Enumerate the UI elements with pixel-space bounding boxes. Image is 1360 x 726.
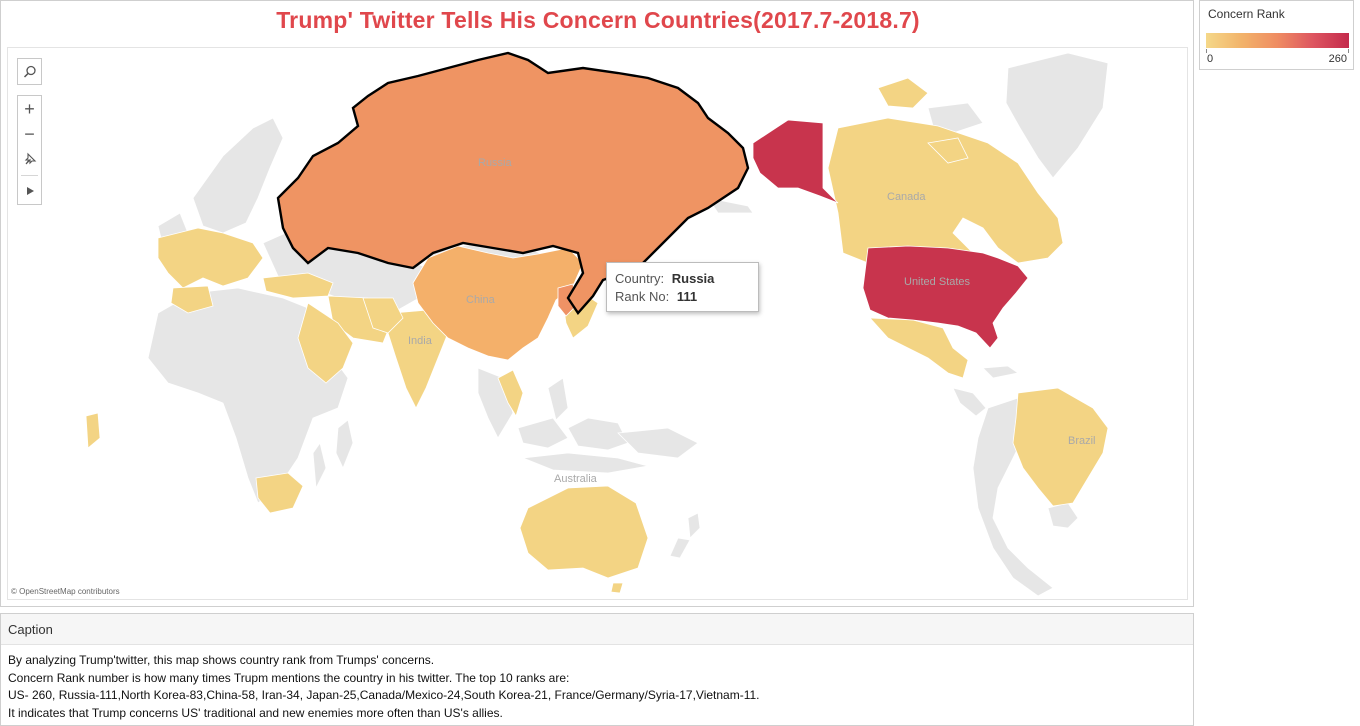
toolbar-divider (21, 175, 38, 176)
world-map[interactable]: Russia China India Australia Canada Unit… (8, 48, 1188, 600)
caption-line: Concern Rank number is how many times Tr… (8, 670, 570, 685)
country-united-states-alaska[interactable] (752, 119, 839, 204)
tooltip-country-value: Russia (671, 271, 715, 286)
label-brazil: Brazil (1068, 435, 1096, 447)
country-labels: Russia China India Australia Canada Unit… (408, 157, 1096, 485)
caption-line: By analyzing Trump'twitter, this map sho… (8, 653, 435, 667)
map-zoom-toolbar: + − (17, 95, 42, 205)
label-india: India (408, 335, 433, 347)
tooltip-rank-value: 111 (676, 289, 698, 304)
caption-panel: Caption By analyzing Trump'twitter, this… (0, 613, 1194, 726)
label-russia: Russia (478, 157, 513, 169)
zoom-out-button[interactable]: − (24, 123, 35, 144)
play-icon (26, 186, 34, 195)
country-russia[interactable] (276, 51, 750, 315)
tooltip-rank-row: Rank No: 111 (615, 289, 758, 307)
caption-body: By analyzing Trump'twitter, this map sho… (8, 652, 1188, 722)
search-icon (23, 65, 36, 78)
zoom-in-button[interactable]: + (24, 98, 35, 119)
expand-button[interactable] (18, 178, 41, 203)
legend-color-ramp (1206, 33, 1349, 48)
label-united-states: United States (904, 276, 971, 288)
map-area[interactable]: Russia China India Australia Canada Unit… (7, 47, 1188, 600)
label-china: China (466, 294, 496, 306)
legend-tick-max (1348, 49, 1349, 53)
caption-line: It indicates that Trump concerns US' tra… (8, 705, 503, 720)
tooltip-country-label: Country: (615, 271, 665, 286)
low-rank-countries[interactable] (85, 77, 1109, 594)
pin-button[interactable] (18, 146, 41, 171)
concern-rank-legend: Concern Rank 0 260 (1199, 0, 1354, 70)
label-canada: Canada (887, 191, 926, 203)
legend-max-label: 260 (1328, 53, 1347, 65)
pin-icon (24, 152, 36, 164)
map-search-button[interactable] (17, 58, 42, 85)
country-china[interactable] (412, 245, 584, 361)
tooltip-country-row: Country: Russia (615, 271, 758, 289)
legend-min-label: 0 (1207, 53, 1214, 65)
caption-header: Caption (1, 614, 1193, 645)
legend-tick-min (1206, 49, 1207, 53)
map-tooltip: Country: Russia Rank No: 111 (606, 262, 759, 312)
page-title: Trump' Twitter Tells His Concern Countri… (276, 7, 920, 33)
map-attribution[interactable]: © OpenStreetMap contributors (11, 587, 120, 596)
caption-line: US- 260, Russia-111,North Korea-83,China… (8, 688, 760, 702)
country-united-states[interactable] (862, 245, 1029, 349)
legend-title: Concern Rank (1208, 7, 1285, 21)
label-australia: Australia (554, 473, 598, 485)
tooltip-rank-label: Rank No: (615, 289, 670, 304)
